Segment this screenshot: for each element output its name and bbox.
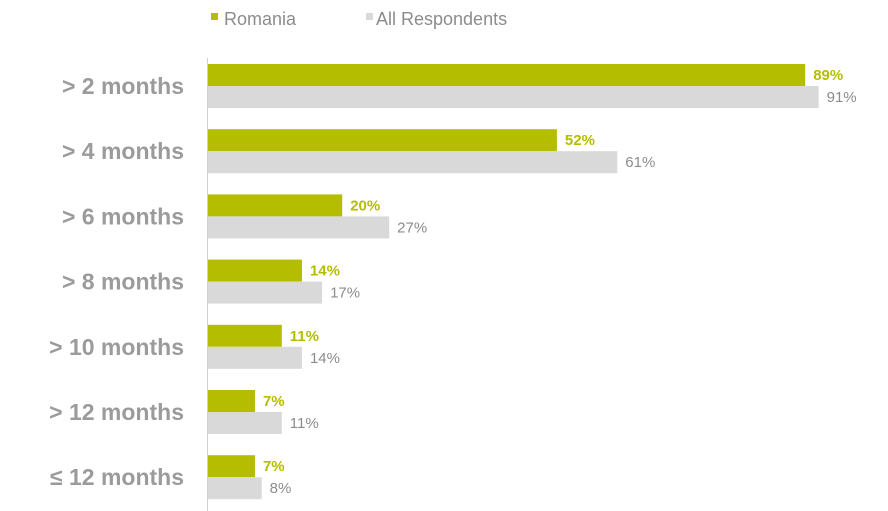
data-label-all-respondents: 8% [270,480,292,497]
category-label: > 12 months [49,399,184,425]
data-label-romania: 7% [263,393,285,410]
data-label-all-respondents: 91% [827,89,857,106]
plot-area: > 2 months 89% 91% > 4 months 52% 61% > 6 mont… [49,64,857,500]
bar-all-respondents [208,281,323,304]
bar-all-respondents [208,86,819,108]
bar-romania [208,390,255,412]
data-label-romania: 11% [290,328,319,345]
legend-swatch-romania [211,13,218,20]
bar-romania [208,64,806,86]
legend-label-romania: Romania [224,9,297,29]
category-label: > 8 months [62,269,184,295]
data-label-all-respondents: 14% [310,350,340,367]
bar-all-respondents [208,216,390,239]
data-label-all-respondents: 61% [625,154,655,171]
bar-all-respondents [208,477,262,500]
data-label-romania: 52% [565,132,595,149]
category-label: > 4 months [62,138,184,164]
data-label-all-respondents: 27% [397,219,427,236]
data-label-romania: 7% [263,458,285,475]
bar-romania [208,129,557,152]
bar-all-respondents [208,151,618,174]
bar-romania [208,455,255,478]
data-label-romania: 89% [813,67,843,84]
data-label-all-respondents: 11% [290,415,319,432]
legend: Romania All Respondents [211,9,507,29]
bar-romania [208,259,302,282]
category-label: > 10 months [49,334,184,360]
legend-swatch-all-respondents [366,13,373,20]
bar-all-respondents [208,346,302,369]
category-label: > 6 months [62,203,184,229]
bar-romania [208,324,282,347]
data-label-romania: 20% [350,197,380,214]
data-label-romania: 14% [310,263,340,280]
bar-romania [208,194,343,217]
legend-label-all-respondents: All Respondents [376,9,507,29]
data-label-all-respondents: 17% [330,285,360,302]
category-label: > 2 months [62,73,184,99]
category-label: ≤ 12 months [50,464,184,490]
bar-all-respondents [208,412,282,434]
